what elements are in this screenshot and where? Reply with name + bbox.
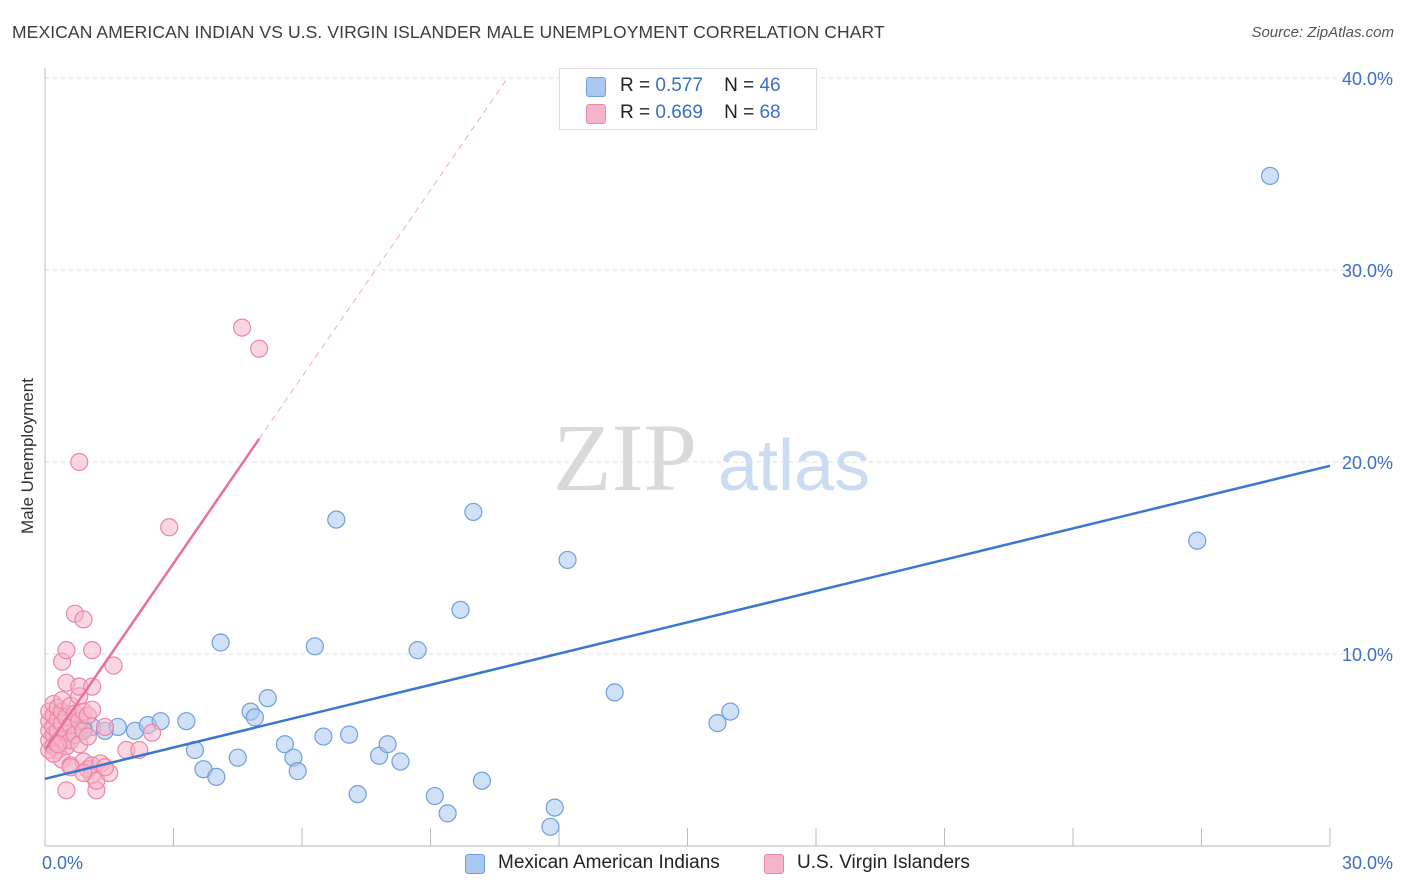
trend-line-pink <box>43 438 261 751</box>
data-point <box>95 758 115 777</box>
trend-lines <box>43 77 1331 781</box>
watermark-zip: ZIP <box>553 404 697 511</box>
data-point <box>708 714 727 733</box>
legend-box: R = 0.577 N = 46 R = 0.669 N = 68 <box>559 68 817 130</box>
legend-r-label: R = <box>620 75 651 96</box>
data-point <box>1260 166 1280 186</box>
data-point <box>142 723 162 742</box>
y-tick-label: 40.0% <box>1342 69 1393 89</box>
legend-swatch-pink <box>586 104 606 124</box>
data-point <box>340 725 359 744</box>
x-tick-label: 0.0% <box>42 853 83 873</box>
data-point <box>314 727 333 746</box>
data-point <box>207 767 226 786</box>
data-point <box>83 677 102 696</box>
data-point <box>83 641 102 660</box>
data-point <box>545 798 564 817</box>
data-point <box>74 610 93 629</box>
data-point <box>558 550 577 570</box>
data-point <box>1188 531 1207 550</box>
bottom-legend-label: Mexican American Indians <box>498 852 720 873</box>
data-point <box>541 817 560 836</box>
legend-r-value: 0.577 <box>655 75 703 96</box>
data-point <box>275 735 294 754</box>
legend-swatch-blue <box>586 77 606 97</box>
data-point <box>348 785 367 804</box>
data-point <box>177 712 196 731</box>
legend-r-value: 0.669 <box>655 102 703 123</box>
data-point <box>78 727 97 746</box>
data-point <box>464 502 483 522</box>
data-point <box>211 633 230 652</box>
data-point <box>378 735 397 754</box>
trend-line-pink-extension <box>258 77 509 440</box>
tick-labels: 10.0% 20.0% 30.0% 40.0% 0.0% 30.0% <box>42 69 1393 873</box>
legend-r-label: R = <box>620 102 651 123</box>
data-point <box>408 641 427 660</box>
y-tick-label: 10.0% <box>1342 645 1393 665</box>
data-point <box>438 804 457 823</box>
y-tick-label: 30.0% <box>1342 261 1393 281</box>
bottom-legend-swatch-pink <box>764 854 784 874</box>
data-point <box>451 600 470 619</box>
legend-n-value: 68 <box>759 102 781 123</box>
x-tick-label: 30.0% <box>1342 853 1393 873</box>
data-point <box>288 762 307 781</box>
data-point <box>472 771 491 790</box>
watermark-atlas: atlas <box>718 426 870 506</box>
chart-title: MEXICAN AMERICAN INDIAN VS U.S. VIRGIN I… <box>12 22 885 42</box>
bottom-legend-swatch-blue <box>465 854 485 874</box>
legend-n-label: N = <box>724 102 755 123</box>
data-point <box>391 752 410 771</box>
data-point <box>57 641 76 660</box>
data-point <box>232 318 252 337</box>
data-point <box>95 717 115 737</box>
data-point <box>258 689 277 708</box>
data-point <box>70 452 89 472</box>
data-point <box>245 708 264 727</box>
data-point <box>721 702 740 721</box>
data-point <box>425 786 444 806</box>
data-point <box>305 637 324 656</box>
data-point <box>104 656 123 675</box>
bottom-legend-label: U.S. Virgin Islanders <box>797 852 970 873</box>
data-point <box>327 510 346 529</box>
data-point <box>57 781 76 800</box>
data-point <box>160 518 179 537</box>
series-us-virgin-islanders <box>40 318 269 800</box>
data-point <box>250 339 269 358</box>
source-label: Source: ZipAtlas.com <box>1251 24 1394 41</box>
legend-n-label: N = <box>724 75 755 96</box>
trend-line-blue <box>44 464 1331 781</box>
data-point <box>83 700 102 719</box>
legend-n-value: 46 <box>759 75 781 96</box>
data-point <box>605 683 624 702</box>
data-point <box>228 748 247 767</box>
y-tick-label: 20.0% <box>1342 453 1393 473</box>
grid-lines <box>45 77 1395 655</box>
